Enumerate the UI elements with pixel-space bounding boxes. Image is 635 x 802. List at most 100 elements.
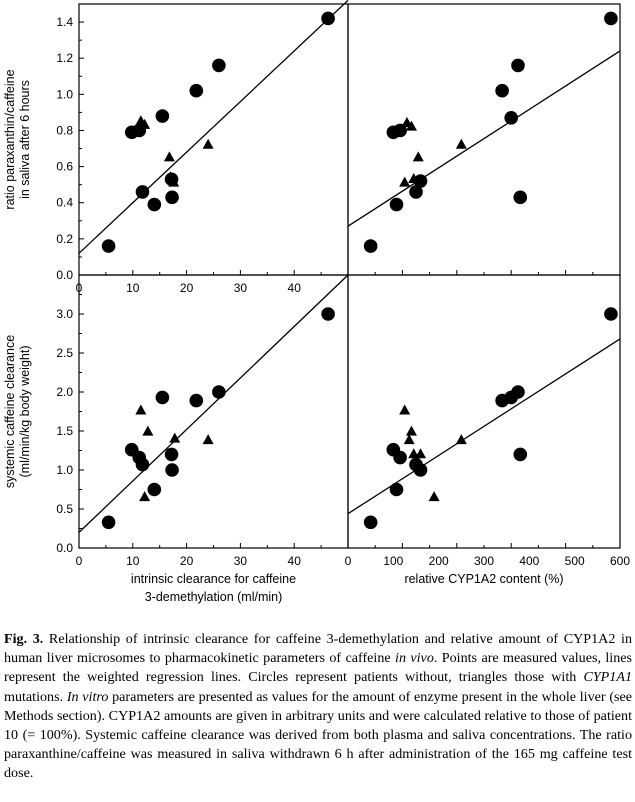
data-point-triangle xyxy=(399,404,411,415)
data-point-triangle xyxy=(455,138,467,149)
data-point-triangle xyxy=(142,425,154,436)
x-tick-label: 30 xyxy=(234,554,248,568)
data-point-circle xyxy=(413,463,428,477)
data-point-circle xyxy=(409,185,423,199)
y-tick-label: 0.4 xyxy=(56,196,73,210)
y-tick-label: 0.0 xyxy=(56,268,73,282)
x-axis-label: 3-demethylation (ml/min) xyxy=(145,590,283,604)
data-point-circle xyxy=(513,190,528,205)
caption-part: mutations. xyxy=(4,688,67,705)
caption-part: . Points are measured values, lines repr… xyxy=(4,650,632,686)
x-tick-label: 10 xyxy=(126,281,140,295)
data-point-circle xyxy=(147,482,162,497)
regression-line xyxy=(347,338,621,515)
x-tick-label: 10 xyxy=(126,554,140,568)
data-point-circle xyxy=(504,111,518,125)
data-point-circle xyxy=(511,58,525,73)
panel-frame xyxy=(347,274,621,549)
regression-line xyxy=(78,0,349,254)
y-tick-label: 0.5 xyxy=(56,502,73,516)
figure-caption: Fig. 3. Relationship of intrinsic cleara… xyxy=(4,630,632,784)
y-tick-label: 1.0 xyxy=(56,87,73,101)
data-point-circle xyxy=(212,58,226,73)
data-point-triangle xyxy=(455,434,467,445)
scatter-figure: 0.0 0.2 0.4 0.6 0.8 1.0 1.2 1.4 0 10 20 30 40 ratio p… xyxy=(3,0,630,604)
y-tick-label: 3.0 xyxy=(56,307,73,321)
y-tick-label: 1.0 xyxy=(56,463,73,477)
panel-frame xyxy=(78,274,349,549)
data-point-triangle xyxy=(163,151,175,162)
data-point-circle xyxy=(135,457,150,472)
caption-part: parameters are presented as values for t… xyxy=(4,688,633,782)
x-tick-label: 40 xyxy=(288,281,302,295)
data-point-triangle xyxy=(412,151,424,162)
data-point-circle xyxy=(155,390,170,405)
y-axis-label: ratio paraxanthin/caffeine xyxy=(3,69,17,209)
x-tick-label: 20 xyxy=(180,281,194,295)
caption-part: in vivo xyxy=(395,650,434,667)
data-point-circle xyxy=(604,307,618,321)
y-tick-label: 2.5 xyxy=(56,346,73,360)
x-tick-label: 100 xyxy=(383,554,403,568)
data-point-circle xyxy=(604,11,618,26)
caption-part: CYP1A1 xyxy=(583,669,632,686)
x-tick-label: 0 xyxy=(345,554,352,568)
data-point-circle xyxy=(363,239,378,253)
panel-frame xyxy=(78,3,349,276)
x-tick-label: 400 xyxy=(519,554,539,568)
caption-part: Relationship of intrinsic clearance for … xyxy=(4,631,632,667)
y-tick-label: 1.5 xyxy=(56,424,73,438)
x-axis-label: relative CYP1A2 content (%) xyxy=(404,572,563,586)
data-point-circle xyxy=(363,515,378,530)
data-point-circle xyxy=(393,450,407,465)
figure-label: Fig. 3. xyxy=(4,631,44,647)
x-tick-label: 20 xyxy=(180,554,194,568)
data-point-circle xyxy=(389,482,404,497)
data-point-triangle xyxy=(202,138,214,149)
data-point-triangle xyxy=(202,434,214,445)
data-point-triangle xyxy=(403,434,415,445)
y-axis-label: systemic caffeine clearance xyxy=(3,335,17,488)
regression-line xyxy=(78,274,349,533)
x-tick-label: 200 xyxy=(429,554,449,568)
y-axis-label: in saliva after 6 hours xyxy=(18,80,32,199)
data-point-triangle xyxy=(415,448,427,459)
data-point-triangle xyxy=(169,432,181,443)
x-tick-label: 500 xyxy=(565,554,585,568)
data-point-circle xyxy=(513,447,528,462)
data-point-circle xyxy=(389,197,404,212)
data-point-circle xyxy=(135,185,150,199)
data-point-circle xyxy=(147,197,162,212)
data-point-circle xyxy=(164,447,179,462)
data-point-triangle xyxy=(139,118,151,129)
y-tick-label: 1.2 xyxy=(56,51,73,65)
data-point-circle xyxy=(495,83,509,98)
data-point-circle xyxy=(101,515,116,530)
figure: 0.0 0.2 0.4 0.6 0.8 1.0 1.2 1.4 0 10 20 30 40 ratio p… xyxy=(3,0,630,604)
x-tick-label: 30 xyxy=(234,281,248,295)
y-axis-label: (ml/min/kg body weight) xyxy=(18,346,32,478)
data-point-circle xyxy=(165,463,179,477)
x-tick-label: 0 xyxy=(76,554,83,568)
data-point-circle xyxy=(511,385,525,399)
y-tick-label: 0.0 xyxy=(56,541,73,555)
caption-text: Relationship of intrinsic clearance for … xyxy=(4,631,632,781)
x-axis-label: intrinsic clearance for caffeine xyxy=(131,572,296,586)
y-tick-label: 2.0 xyxy=(56,385,73,399)
y-tick-label: 1.4 xyxy=(56,15,73,29)
data-point-triangle xyxy=(139,491,151,502)
data-point-circle xyxy=(321,307,335,321)
x-tick-label: 600 xyxy=(610,554,630,568)
data-point-circle xyxy=(165,190,179,205)
x-tick-label: 300 xyxy=(474,554,494,568)
data-point-triangle xyxy=(135,404,147,415)
data-point-triangle xyxy=(428,491,440,502)
data-point-triangle xyxy=(399,176,411,187)
data-point-circle xyxy=(413,174,428,188)
data-point-triangle xyxy=(408,173,420,184)
data-point-circle xyxy=(101,239,116,253)
data-point-triangle xyxy=(405,425,417,436)
data-point-circle xyxy=(393,123,407,138)
data-point-triangle xyxy=(405,120,417,131)
data-point-triangle xyxy=(168,176,180,187)
